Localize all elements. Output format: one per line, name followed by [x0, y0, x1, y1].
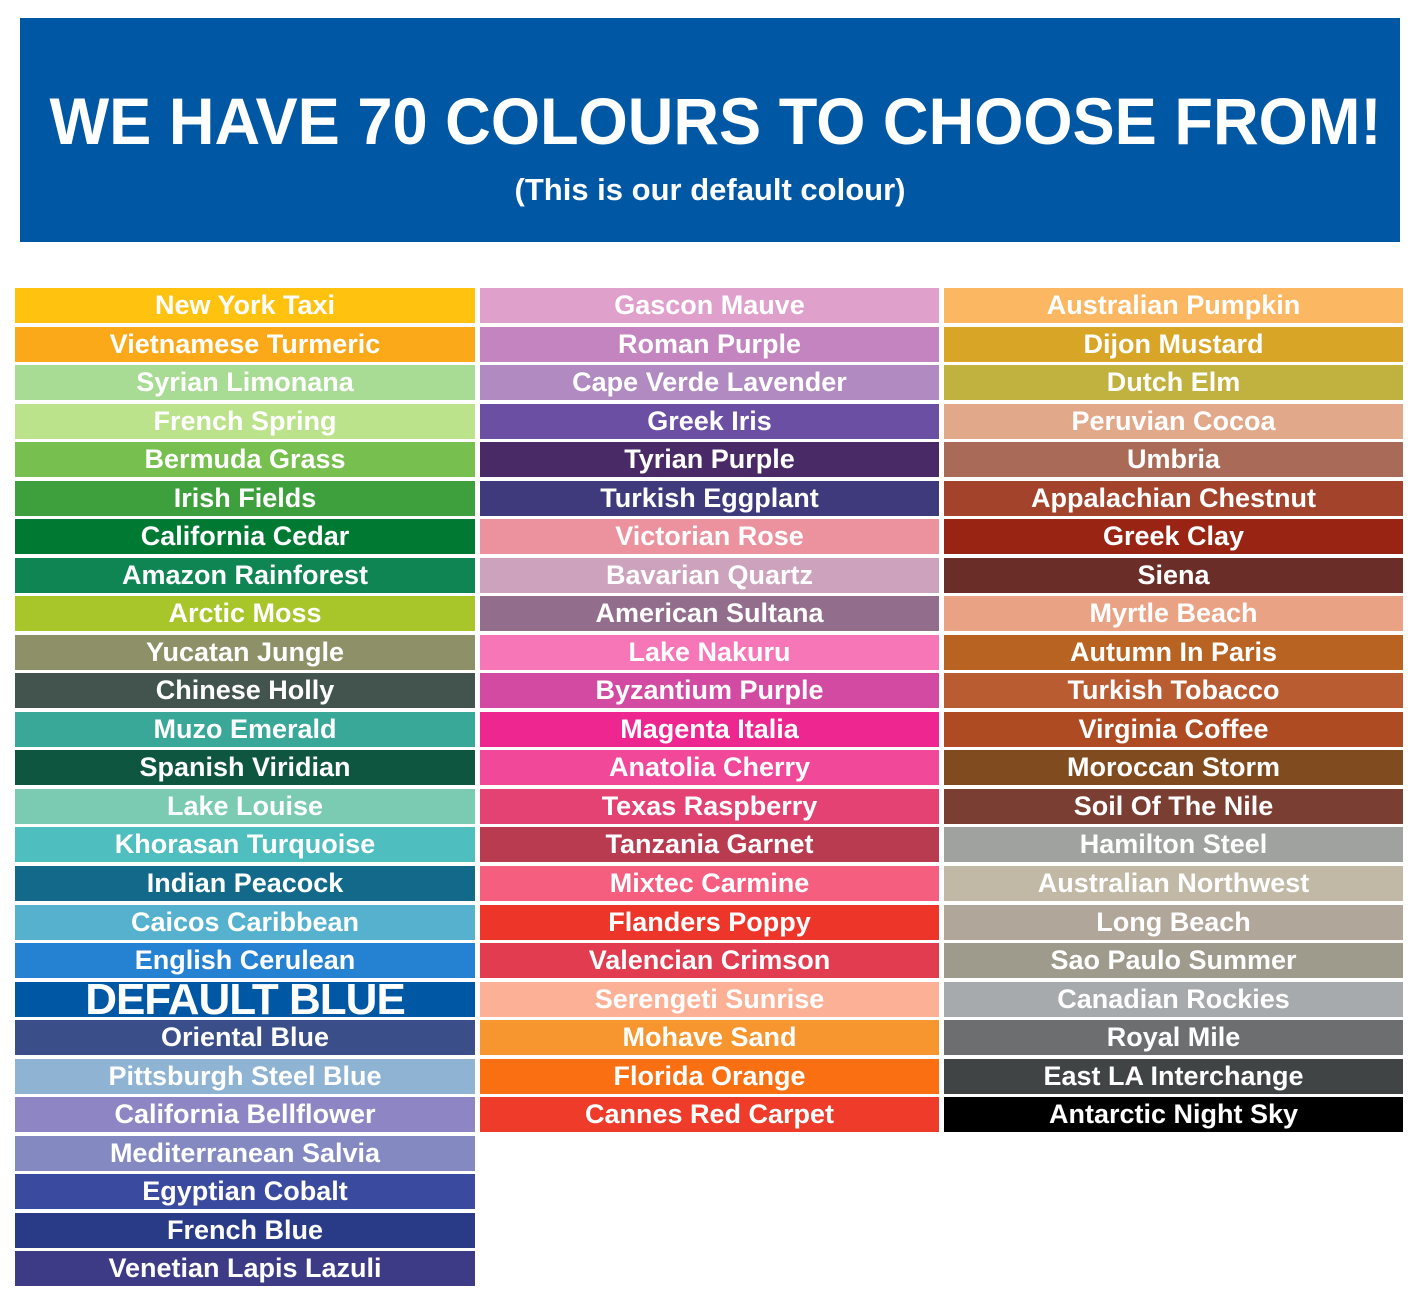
colour-swatch: Turkish Tobacco — [944, 673, 1403, 709]
colour-swatch: Lake Louise — [15, 788, 475, 824]
colour-swatch: American Sultana — [480, 596, 939, 632]
colour-swatch: Serengeti Sunrise — [480, 981, 939, 1017]
colour-swatch: Cape Verde Lavender — [480, 365, 939, 401]
colour-swatch: Royal Mile — [944, 1020, 1403, 1056]
header-banner: WE HAVE 70 COLOURS TO CHOOSE FROM! (This… — [20, 18, 1400, 242]
colour-swatch: Autumn In Paris — [944, 634, 1403, 670]
colour-swatch: Dutch Elm — [944, 365, 1403, 401]
colour-swatch: East LA Interchange — [944, 1058, 1403, 1094]
colour-swatch: Antarctic Night Sky — [944, 1097, 1403, 1133]
colour-swatch: Yucatan Jungle — [15, 634, 475, 670]
colour-swatch: Caicos Caribbean — [15, 904, 475, 940]
colour-swatch: Australian Pumpkin — [944, 288, 1403, 323]
colour-swatch: Umbria — [944, 442, 1403, 478]
colour-swatch: Virginia Coffee — [944, 711, 1403, 747]
colour-column-3: Australian Pumpkin Dijon Mustard Dutch Elm… — [944, 288, 1403, 1136]
colour-swatch: Magenta Italia — [480, 711, 939, 747]
colour-swatch: Peruvian Cocoa — [944, 403, 1403, 439]
colour-swatch: Gascon Mauve — [480, 288, 939, 323]
colour-swatch: Valencian Crimson — [480, 943, 939, 979]
banner-title-line: WE HAVE 70 COLOURS TO CHOOSE FROM! — [20, 88, 1400, 154]
colour-swatch: Anatolia Cherry — [480, 750, 939, 786]
colour-swatch: Bavarian Quartz — [480, 557, 939, 593]
colour-swatch: Mixtec Carmine — [480, 865, 939, 901]
colour-swatch: Byzantium Purple — [480, 673, 939, 709]
colour-swatch: Khorasan Turquoise — [15, 827, 475, 863]
colour-swatch: English Cerulean — [15, 943, 475, 979]
colour-swatch: Turkish Eggplant — [480, 480, 939, 516]
colour-swatch: California Bellflower — [15, 1097, 475, 1133]
colour-swatch: Vietnamese Turmeric — [15, 326, 475, 362]
colour-swatch: Myrtle Beach — [944, 596, 1403, 632]
colour-swatch: Hamilton Steel — [944, 827, 1403, 863]
colour-swatch: Long Beach — [944, 904, 1403, 940]
colour-swatch: Syrian Limonana — [15, 365, 475, 401]
colour-swatch: California Cedar — [15, 519, 475, 555]
colour-swatch: French Blue — [15, 1212, 475, 1248]
colour-swatch: Bermuda Grass — [15, 442, 475, 478]
colour-swatch: Mohave Sand — [480, 1020, 939, 1056]
colour-swatch: Greek Clay — [944, 519, 1403, 555]
colour-column-1: New York Taxi Vietnamese Turmeric Syrian L… — [15, 288, 475, 1290]
banner-subtitle: (This is our default colour) — [514, 172, 906, 207]
colour-swatch: Chinese Holly — [15, 673, 475, 709]
colour-column-2: Gascon Mauve Roman Purple Cape Verde Laven… — [480, 288, 939, 1136]
banner-title: WE HAVE 70 COLOURS TO CHOOSE FROM! — [49, 84, 1382, 158]
colour-swatch: Canadian Rockies — [944, 981, 1403, 1017]
colour-swatch: Lake Nakuru — [480, 634, 939, 670]
colour-swatch: New York Taxi — [15, 288, 475, 323]
colour-swatch: Roman Purple — [480, 326, 939, 362]
colour-swatch: Arctic Moss — [15, 596, 475, 632]
colour-swatch: Pittsburgh Steel Blue — [15, 1058, 475, 1094]
colour-swatch: Moroccan Storm — [944, 750, 1403, 786]
colour-swatch: Indian Peacock — [15, 865, 475, 901]
colour-swatch: Victorian Rose — [480, 519, 939, 555]
colour-swatch: Siena — [944, 557, 1403, 593]
colour-swatch: Tanzania Garnet — [480, 827, 939, 863]
colour-swatch: Oriental Blue — [15, 1020, 475, 1056]
colour-swatch: Dijon Mustard — [944, 326, 1403, 362]
colour-swatch: Cannes Red Carpet — [480, 1097, 939, 1133]
colour-swatch: Florida Orange — [480, 1058, 939, 1094]
colour-swatch: Greek Iris — [480, 403, 939, 439]
colour-swatch: Texas Raspberry — [480, 788, 939, 824]
colour-swatch: Egyptian Cobalt — [15, 1174, 475, 1210]
colour-swatch: Irish Fields — [15, 480, 475, 516]
colour-swatch: Australian Northwest — [944, 865, 1403, 901]
colour-swatch: Mediterranean Salvia — [15, 1135, 475, 1171]
colour-swatch: Sao Paulo Summer — [944, 943, 1403, 979]
colour-swatch: Tyrian Purple — [480, 442, 939, 478]
colour-swatch: Venetian Lapis Lazuli — [15, 1251, 475, 1287]
colour-swatch: Flanders Poppy — [480, 904, 939, 940]
colour-swatch: DEFAULT BLUE — [15, 981, 475, 1017]
colour-swatch: French Spring — [15, 403, 475, 439]
colour-swatch: Muzo Emerald — [15, 711, 475, 747]
colour-swatch: Amazon Rainforest — [15, 557, 475, 593]
colour-swatch: Spanish Viridian — [15, 750, 475, 786]
colour-swatch: Appalachian Chestnut — [944, 480, 1403, 516]
colour-swatch: Soil Of The Nile — [944, 788, 1403, 824]
